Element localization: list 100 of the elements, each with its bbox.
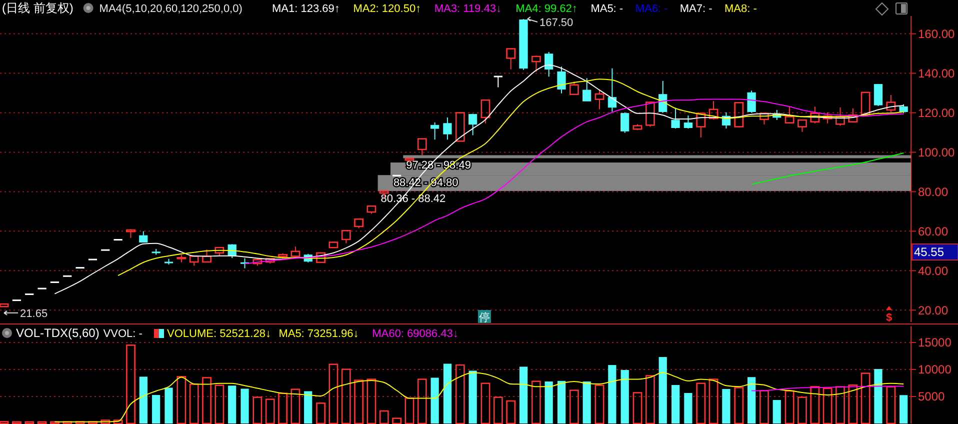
text: MA1: 123.69↑ <box>272 3 340 15</box>
bar <box>684 392 692 424</box>
bar <box>139 376 148 424</box>
bar <box>24 421 34 424</box>
y-tick-label: 40.00 <box>918 264 948 278</box>
bar <box>569 390 579 424</box>
bar <box>176 376 186 424</box>
bar <box>189 384 199 424</box>
bar <box>417 378 427 424</box>
bar <box>228 386 236 424</box>
bar <box>100 420 110 424</box>
y-tick-label: 100.00 <box>918 145 956 160</box>
bar <box>722 388 730 424</box>
bar <box>240 388 249 424</box>
bar <box>836 386 845 424</box>
text: MA4: 99.62↑ <box>516 3 578 15</box>
chart-title: (日线 前复权) <box>2 1 74 15</box>
bar <box>278 392 288 424</box>
candlestick <box>608 68 616 112</box>
line-series <box>54 372 904 422</box>
bar <box>544 381 553 424</box>
bar <box>645 375 655 424</box>
legend-label: MA6: - <box>635 3 668 15</box>
bar <box>759 390 769 424</box>
bar <box>366 378 376 424</box>
text: 45.55 <box>914 245 944 259</box>
candlestick <box>443 116 452 140</box>
bar <box>658 357 667 424</box>
bar <box>822 388 832 424</box>
bar <box>480 382 490 424</box>
bar <box>75 421 85 424</box>
y-tick-label: 5000 <box>918 390 946 404</box>
legend-label: MA7: - <box>680 3 713 15</box>
bar <box>37 421 47 424</box>
bar <box>88 421 98 424</box>
y-tick-label: 140.00 <box>918 66 956 80</box>
bar <box>379 410 389 424</box>
bar <box>316 402 326 424</box>
y-tick-label: 80.00 <box>918 184 948 199</box>
bar <box>784 390 794 424</box>
bar <box>12 421 22 424</box>
bar <box>848 384 858 424</box>
bar <box>594 384 604 424</box>
bar <box>519 366 528 424</box>
bar <box>798 396 807 424</box>
bar <box>328 364 338 424</box>
bar <box>734 387 744 424</box>
bar <box>810 386 820 424</box>
chart-subtitle: MA4(5,10,20,60,120,250,0,0) <box>99 3 242 15</box>
bar <box>164 388 173 424</box>
annotation: 167.50 <box>539 16 574 29</box>
text: MA2: 120.50↑ <box>353 3 422 15</box>
text: MA3: 119.43↓ <box>434 3 502 15</box>
y-tick-label: 160.00 <box>918 26 956 41</box>
bar <box>632 392 642 424</box>
bar <box>708 378 718 424</box>
bar <box>113 420 123 424</box>
bar <box>557 380 566 424</box>
bar <box>392 418 402 424</box>
bar <box>265 398 275 424</box>
bar <box>341 368 351 424</box>
line-series <box>751 152 904 185</box>
bar <box>443 364 452 424</box>
y-tick-label: 15000 <box>918 336 952 350</box>
bar <box>404 398 414 424</box>
candlestick <box>468 114 478 136</box>
bar <box>252 396 262 424</box>
bar <box>202 377 212 424</box>
bar <box>900 395 908 424</box>
bar <box>62 421 72 424</box>
annotation: 停 <box>479 312 490 324</box>
y-tick-label: 60.00 <box>918 224 948 238</box>
bar <box>126 344 136 424</box>
y-tick-label: 120.00 <box>918 106 956 120</box>
bar <box>493 396 503 424</box>
bar <box>886 386 896 424</box>
bar <box>354 380 364 424</box>
bar <box>152 394 160 424</box>
bar <box>304 391 312 424</box>
bar <box>506 400 516 424</box>
bar <box>620 370 629 424</box>
bar <box>671 385 680 424</box>
bar <box>290 388 300 424</box>
y-tick-label: 10000 <box>918 362 952 377</box>
bar <box>50 421 60 424</box>
y-tick-label: 20.00 <box>918 303 948 318</box>
text: MA5: 73251.96↓ <box>278 328 359 340</box>
chart-title: VOL-TDX(5,60) <box>16 326 100 340</box>
bar <box>874 369 882 424</box>
bar <box>214 384 224 424</box>
bar <box>0 420 9 424</box>
bar <box>772 400 781 424</box>
candlestick <box>430 122 440 140</box>
bar <box>468 370 477 424</box>
bar <box>430 378 439 424</box>
text: MA60: 69086.43↓ <box>372 328 458 340</box>
bar <box>608 365 616 424</box>
bar <box>531 380 541 424</box>
legend-label: MA5: - <box>590 3 624 15</box>
bar <box>860 372 870 424</box>
